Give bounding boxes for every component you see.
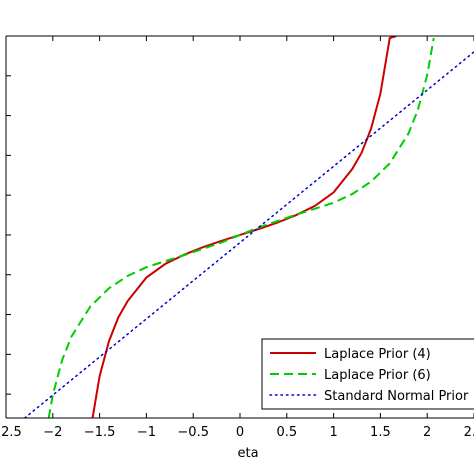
x-tick-label: −2 bbox=[43, 425, 62, 440]
legend-label-2: Laplace Prior (6) bbox=[324, 368, 431, 383]
series-line-2 bbox=[47, 37, 435, 418]
x-tick-label: 1.5 bbox=[370, 425, 391, 440]
x-tick-label: −0.5 bbox=[177, 425, 209, 440]
x-tick-label: 0 bbox=[236, 425, 244, 440]
x-tick-label: 2 bbox=[423, 425, 431, 440]
axes-layer: −2.5 −2 −1.5 −1 −0.5 0 0.5 1 1.5 2 2.5 eta bbox=[0, 35, 474, 461]
x-axis-label: eta bbox=[237, 446, 258, 461]
x-tick-label: 2.5 bbox=[464, 425, 474, 440]
x-tick-label: −2.5 bbox=[0, 425, 22, 440]
legend-box bbox=[261, 338, 474, 410]
legend-label-3: Standard Normal Prior bbox=[324, 389, 469, 404]
legend: Laplace Prior (4) Laplace Prior (6) Standa… bbox=[261, 338, 474, 410]
legend-label-1: Laplace Prior (4) bbox=[324, 347, 431, 362]
x-tick-label: −1.5 bbox=[84, 425, 116, 440]
x-tick-label: 1 bbox=[329, 425, 337, 440]
series-layer bbox=[23, 36, 474, 418]
x-tick-label: −1 bbox=[137, 425, 156, 440]
x-tick-label: 0.5 bbox=[276, 425, 297, 440]
